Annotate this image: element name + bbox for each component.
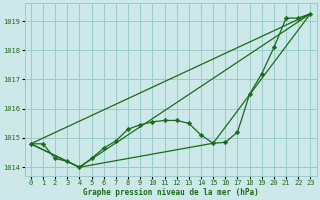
X-axis label: Graphe pression niveau de la mer (hPa): Graphe pression niveau de la mer (hPa) xyxy=(83,188,259,197)
